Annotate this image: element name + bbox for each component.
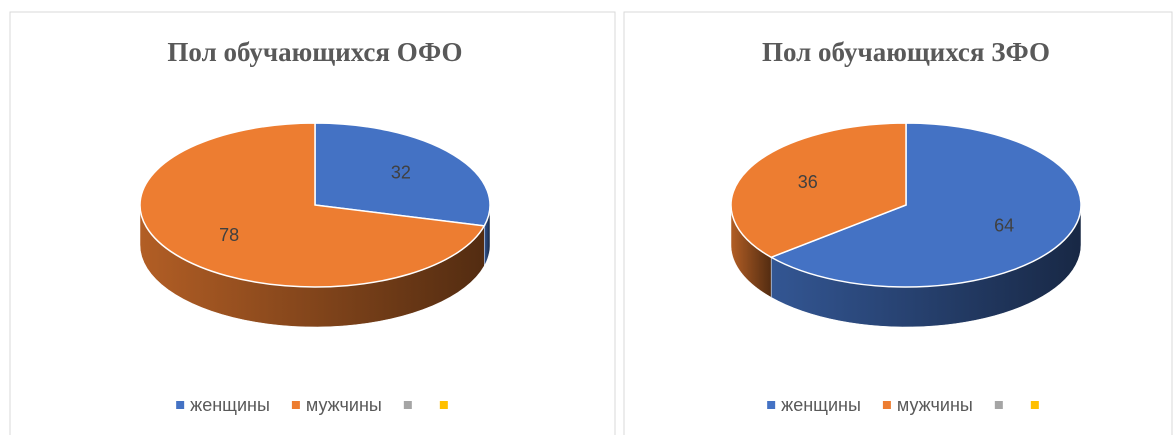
legend-label: женщины (190, 395, 270, 415)
legend-swatch (403, 401, 412, 409)
legend-label: мужчины (897, 395, 973, 415)
legend-swatch (767, 401, 776, 409)
legend: женщины мужчины (767, 395, 1039, 415)
legend-label: мужчины (306, 395, 382, 415)
slice (139, 122, 486, 288)
slice (730, 122, 907, 259)
slice (314, 122, 491, 227)
chart-title: Пол обучающихся ОФО (167, 37, 462, 67)
legend: женщины мужчины (176, 395, 448, 415)
slice (769, 122, 1082, 288)
legend-label: женщины (781, 395, 861, 415)
chart-title: Пол обучающихся ЗФО (762, 37, 1050, 67)
legend-swatch (1030, 401, 1039, 409)
data-label: 78 (219, 225, 239, 245)
legend-swatch (176, 401, 185, 409)
legend-swatch (291, 401, 300, 409)
legend-swatch (994, 401, 1003, 409)
legend-swatch (882, 401, 891, 409)
data-label: 32 (391, 163, 411, 183)
data-label: 36 (798, 172, 818, 192)
data-label: 64 (994, 215, 1014, 235)
legend-swatch (439, 401, 448, 409)
